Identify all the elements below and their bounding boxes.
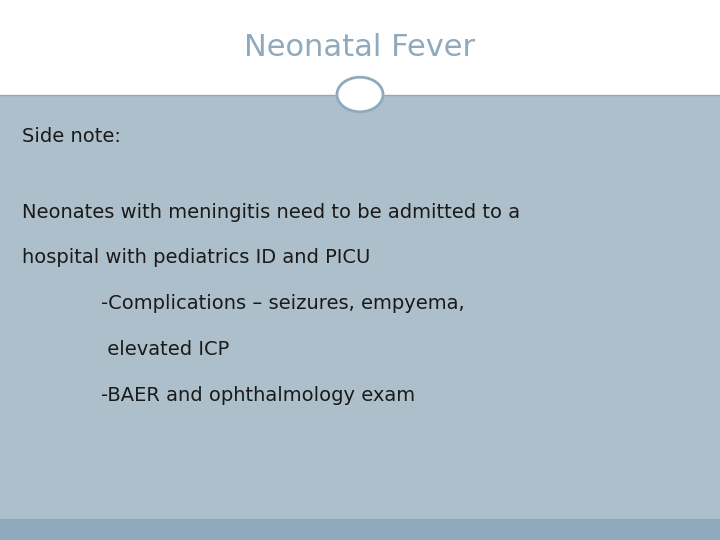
Text: Neonatal Fever: Neonatal Fever [244, 33, 476, 62]
Text: Neonates with meningitis need to be admitted to a: Neonates with meningitis need to be admi… [22, 202, 520, 221]
Circle shape [337, 77, 383, 112]
FancyBboxPatch shape [0, 519, 720, 540]
Text: hospital with pediatrics ID and PICU: hospital with pediatrics ID and PICU [22, 248, 370, 267]
Text: elevated ICP: elevated ICP [101, 340, 229, 359]
Text: Side note:: Side note: [22, 127, 120, 146]
FancyBboxPatch shape [0, 0, 720, 94]
Text: -BAER and ophthalmology exam: -BAER and ophthalmology exam [101, 386, 415, 405]
FancyBboxPatch shape [0, 94, 720, 519]
Text: -Complications – seizures, empyema,: -Complications – seizures, empyema, [101, 294, 464, 313]
